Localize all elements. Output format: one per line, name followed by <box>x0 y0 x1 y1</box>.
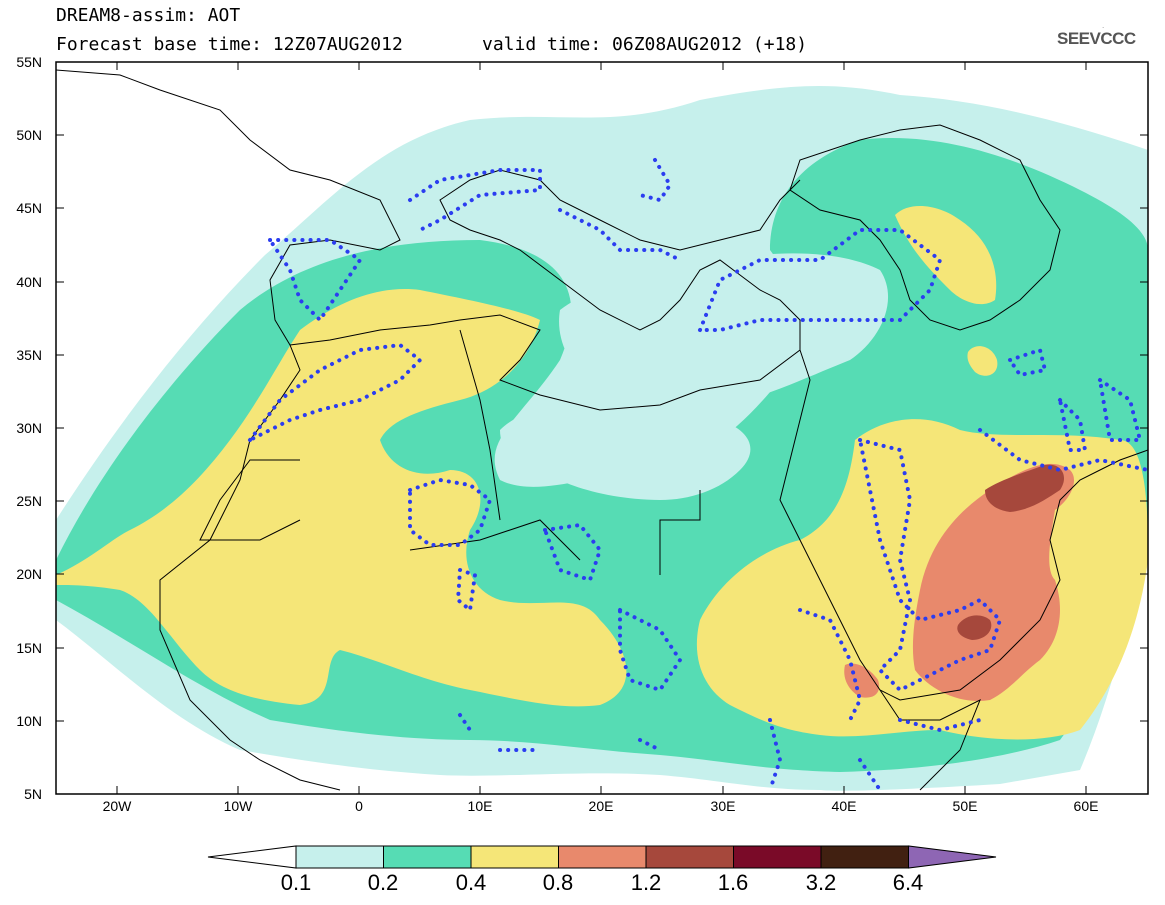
colorbar-label: 0.4 <box>455 870 487 895</box>
aot-band-1.2 <box>985 464 1065 512</box>
lat-label: 45N <box>16 200 42 216</box>
aot-band-0.4-west <box>56 289 627 707</box>
aot-band-0.4-caspian <box>895 205 997 305</box>
lon-label: 0 <box>355 798 363 814</box>
colorbar-bin-1.2 <box>645 845 734 869</box>
colorbar-under-triangle <box>207 845 297 869</box>
aot-band-0.4-east-small <box>967 346 998 376</box>
colorbar-bin-0.1 <box>295 845 384 869</box>
lon-label: 10E <box>467 798 493 814</box>
lat-label: 40N <box>16 274 42 290</box>
aot-band-0.8 <box>912 463 1075 701</box>
valid-time: valid time: 06Z08AUG2012 (+18) <box>482 34 808 55</box>
lat-label: 50N <box>16 127 42 143</box>
lat-label: 55N <box>16 54 42 70</box>
colorbar-label: 0.8 <box>542 870 574 895</box>
colorbar-label: 6.4 <box>892 870 924 895</box>
colorbar <box>207 845 997 869</box>
colorbar-label: 0.2 <box>367 870 399 895</box>
colorbar-label: 1.2 <box>630 870 662 895</box>
colorbar-label: 0.1 <box>280 870 312 895</box>
lon-label: 10W <box>223 798 253 814</box>
lon-label: 50E <box>952 798 978 814</box>
lat-label: 20N <box>16 566 42 582</box>
colorbar-bin-0.8 <box>558 845 647 869</box>
lon-label: 60E <box>1073 798 1099 814</box>
coastlines <box>56 69 1148 791</box>
map-title: DREAM8-assim: AOT <box>56 5 241 26</box>
logo-text: SEEVCCC <box>1057 29 1136 48</box>
colorbar-bin-0.4 <box>470 845 559 869</box>
colorbar-bin-3.2 <box>820 845 909 869</box>
lat-label: 35N <box>16 347 42 363</box>
colorbar-bin-0.2 <box>383 845 472 869</box>
lon-label: 30E <box>710 798 736 814</box>
lat-label: 25N <box>16 493 42 509</box>
dotted-contours <box>248 158 1148 792</box>
colorbar-label: 3.2 <box>805 870 837 895</box>
lon-label: 40E <box>831 798 857 814</box>
colorbar-bin-1.6 <box>733 845 822 869</box>
aot-band-1.2-yemen <box>957 615 992 640</box>
lat-label: 30N <box>16 420 42 436</box>
lon-label: 20W <box>102 798 132 814</box>
lat-label: 15N <box>16 640 42 656</box>
lon-label: 20E <box>588 798 614 814</box>
axis-ticks <box>56 61 1148 795</box>
lat-label: 5N <box>24 786 42 802</box>
colorbar-over-triangle <box>908 845 997 869</box>
aot-band-0.1-sahara <box>500 403 751 500</box>
forecast-base-time: Forecast base time: 12Z07AUG2012 <box>56 34 403 55</box>
aot-field <box>56 69 1148 792</box>
colorbar-label: 1.6 <box>717 870 749 895</box>
lat-label: 10N <box>16 713 42 729</box>
